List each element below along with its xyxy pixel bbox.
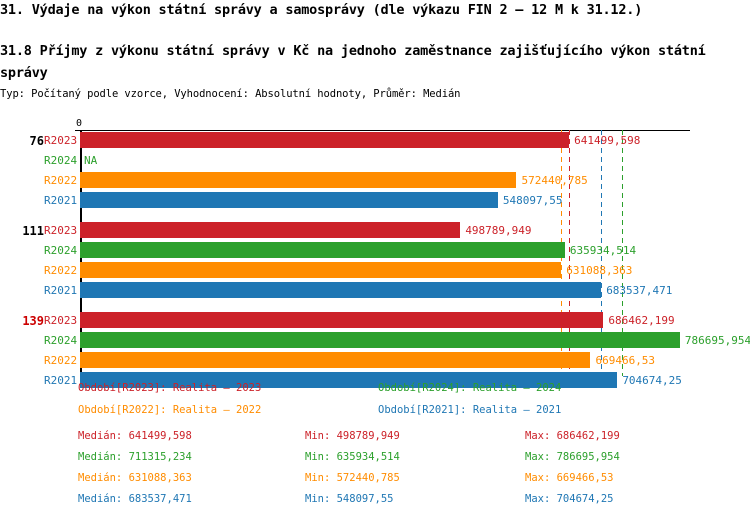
legend-item[interactable]: Období[R2021]: Realita – 2021 [378,404,562,416]
row-series-label-r2022: R2022 [44,264,78,277]
median-line-r2024 [622,130,624,376]
group-index-label: 111 [22,224,44,238]
bar-r2022-group-76[interactable] [80,172,517,188]
chart-subtitle: 31.8 Příjmy z výkonu státní správy v Kč … [0,43,706,81]
bar-r2023-group-111[interactable] [80,222,461,238]
bar-value-label: 548097,55 [502,194,563,207]
bar-value-label: 641499,598 [574,134,641,147]
stat-min: Min: 572440,785 [305,472,400,484]
plot-area: 0 641499,598 NA 572440,785 548097,55 498789,… [0,118,750,388]
bar-r2024-group-139[interactable] [80,332,680,348]
stat-median: Medián: 641499,598 [78,430,192,442]
plot-top-rule [80,130,690,131]
bar-r2022-group-111[interactable] [80,262,562,278]
chart-meta-line: Typ: Počítaný podle vzorce, Vyhodnocení:… [0,88,461,100]
row-series-label-r2023: R2023 [44,224,78,237]
stat-max: Max: 786695,954 [525,451,620,463]
bar-value-label: 686462,199 [608,314,675,327]
stat-max: Max: 686462,199 [525,430,620,442]
group-index-label: 76 [29,134,44,148]
bar-value-label: 786695,954 [684,334,750,347]
bar-r2021-group-76[interactable] [80,192,498,208]
median-line-r2023 [569,130,571,376]
stat-median: Medián: 683537,471 [78,493,192,505]
row-series-label-r2021: R2021 [44,374,78,387]
bar-r2022-group-139[interactable] [80,352,591,368]
bar-value-label: 631088,363 [566,264,633,277]
bar-na-label: NA [84,154,98,167]
axis-zero-tick-label: 0 [76,118,83,129]
bar-r2021-group-139[interactable] [80,372,618,388]
legend-item[interactable]: Období[R2023]: Realita – 2023 [78,382,262,394]
stat-median: Medián: 711315,234 [78,451,192,463]
bar-r2021-group-111[interactable] [80,282,602,298]
row-series-label-r2023: R2023 [44,134,78,147]
row-series-label-r2024: R2024 [44,154,78,167]
stat-min: Min: 635934,514 [305,451,400,463]
stat-max: Max: 669466,53 [525,472,614,484]
row-series-label-r2024: R2024 [44,334,78,347]
page-title: 31. Výdaje na výkon státní správy a samo… [0,2,643,18]
row-series-label-r2022: R2022 [44,354,78,367]
row-series-label-r2024: R2024 [44,244,78,257]
row-series-label-r2021: R2021 [44,284,78,297]
bar-value-label: 669466,53 [595,354,656,367]
stat-max: Max: 704674,25 [525,493,614,505]
bar-r2023-group-139[interactable] [80,312,604,328]
bar-r2024-group-111[interactable] [80,242,565,258]
group-index-label: 139 [22,314,44,328]
bar-value-label: 572440,785 [521,174,588,187]
stat-median: Medián: 631088,363 [78,472,192,484]
legend: Období[R2023]: Realita – 2023 Období[R202… [0,382,750,422]
row-series-label-r2022: R2022 [44,174,78,187]
bar-r2023-group-76[interactable] [80,132,570,148]
stat-min: Min: 498789,949 [305,430,400,442]
legend-item[interactable]: Období[R2022]: Realita – 2022 [78,404,262,416]
bar-value-label: 704674,25 [622,374,682,387]
legend-item[interactable]: Období[R2024]: Realita – 2024 [378,382,562,394]
stat-min: Min: 548097,55 [305,493,394,505]
bar-value-label: 635934,514 [569,244,637,257]
row-series-label-r2021: R2021 [44,194,78,207]
stats-table: Medián: 641499,598 Min: 498789,949 Max: 68… [0,430,750,520]
bar-value-label: 498789,949 [465,224,532,237]
median-line-r2021 [601,130,603,376]
bar-value-label: 683537,471 [606,284,673,297]
row-series-label-r2023: R2023 [44,314,78,327]
